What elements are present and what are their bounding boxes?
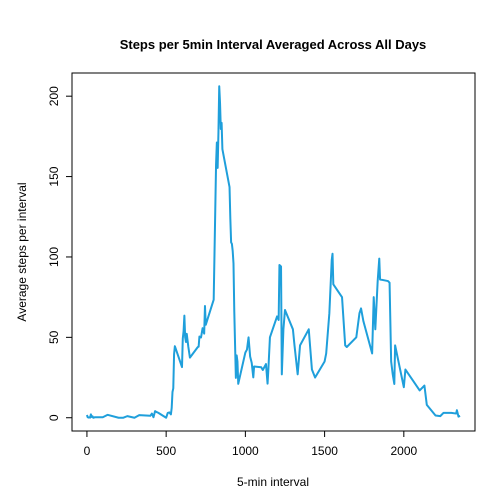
x-tick-label: 1000 [232, 444, 259, 458]
y-axis-label: Average steps per interval [15, 182, 29, 321]
x-tick-label: 2000 [390, 444, 417, 458]
line [85, 85, 461, 419]
x-tick-label: 500 [156, 444, 176, 458]
chart-title: Steps per 5min Interval Averaged Across … [120, 37, 427, 52]
y-tick-label: 200 [47, 86, 61, 106]
x-tick-label: 0 [84, 444, 91, 458]
y-tick-label: 50 [47, 330, 61, 344]
y-tick-label: 0 [47, 414, 61, 421]
y-tick-label: 100 [47, 247, 61, 267]
y-tick-label: 150 [47, 166, 61, 186]
x-tick-label: 1500 [311, 444, 338, 458]
x-axis-label: 5-min interval [237, 475, 309, 489]
plot-frame [71, 72, 476, 432]
